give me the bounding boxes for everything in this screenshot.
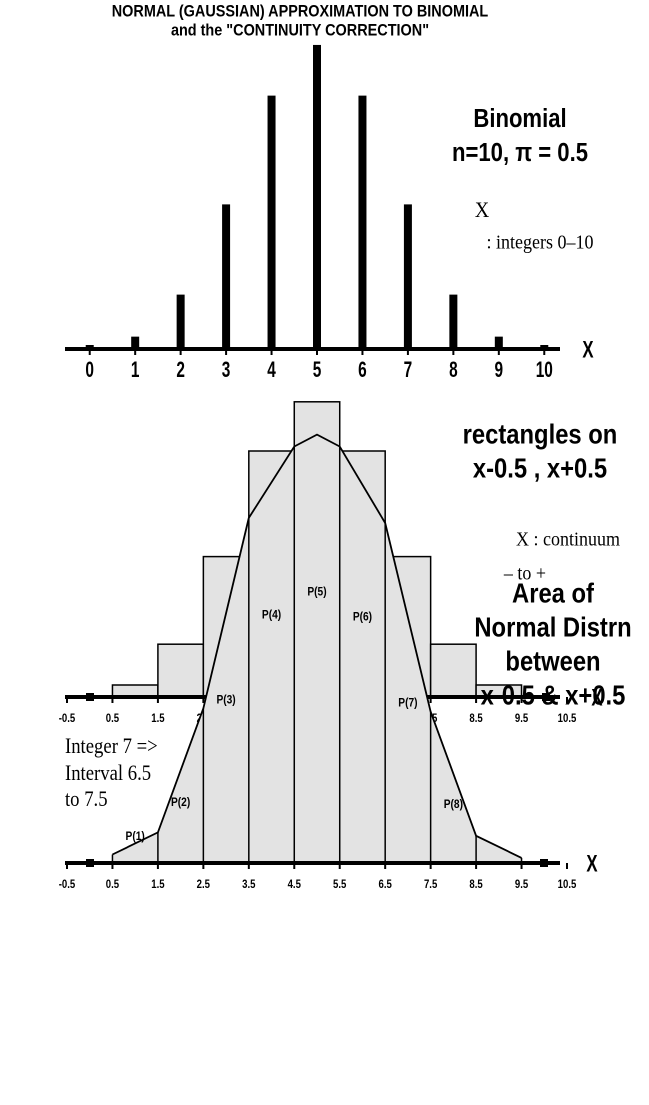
x-tick-label: 6 <box>358 358 367 382</box>
interval-label: P(8) <box>444 798 464 811</box>
x-tick-label: 9 <box>495 358 504 382</box>
x-tick-label: 9.5 <box>515 878 528 891</box>
interval-label: P(1) <box>126 830 146 843</box>
note: Integer 7 => <box>65 735 158 759</box>
bar <box>222 204 231 349</box>
x-tick-label: 3.5 <box>242 878 255 891</box>
annotation: : integers 0–10 <box>487 232 594 254</box>
annotation: x-0.5 , x+0.5 <box>473 452 607 484</box>
x-tick-label: 10.5 <box>558 712 577 725</box>
bar <box>267 95 276 350</box>
x-tick-label: 1.5 <box>151 712 164 725</box>
x-tick-label: 0 <box>85 358 94 382</box>
curve <box>112 433 522 859</box>
annotation: Area of <box>512 577 594 609</box>
bar <box>131 336 140 349</box>
bar <box>449 294 458 349</box>
annotation: rectangles on <box>463 418 618 450</box>
x-tick-label: 1 <box>131 358 140 382</box>
x-tick-label: -0.5 <box>59 712 76 725</box>
x-tick-label: 8.5 <box>469 878 482 891</box>
annotation: – to + <box>503 563 546 585</box>
x-axis-label: X <box>582 336 593 363</box>
x-tick-label: 7.5 <box>424 878 437 891</box>
x-tick-label: 8.5 <box>469 712 482 725</box>
x-tick-label: 3 <box>222 358 231 382</box>
title-line: and the "CONTINUITY CORRECTION" <box>171 21 429 39</box>
note: Interval 6.5 <box>65 762 151 786</box>
annotation: Normal Distrn <box>474 611 631 643</box>
bar <box>494 336 503 349</box>
x-tick-label: -0.5 <box>59 878 76 891</box>
x-axis-label: X <box>591 684 602 711</box>
interval-label: P(5) <box>307 586 327 599</box>
x-tick-label: 4.5 <box>288 878 301 891</box>
x-tick-label: 0.5 <box>106 878 119 891</box>
x-tick-label: 6.5 <box>379 878 392 891</box>
annotation: Binomial <box>473 104 566 133</box>
annotation: X : continuum <box>516 529 620 551</box>
bar <box>313 44 321 349</box>
annotation: x-0.5 & x+0.5 <box>481 679 626 711</box>
x-axis-label: X <box>586 850 597 877</box>
x-tick-label: 7 <box>404 358 413 382</box>
x-tick-label: 8 <box>449 358 458 382</box>
title-line: NORMAL (GAUSSIAN) APPROXIMATION TO BINOM… <box>112 2 489 20</box>
x-tick-label: 4 <box>267 358 276 382</box>
x-tick-label: 5 <box>313 358 322 382</box>
annotation: X <box>475 197 489 222</box>
x-tick-label: 5.5 <box>333 878 346 891</box>
x-tick-label: 10 <box>536 358 553 382</box>
x-tick-label: 2.5 <box>197 878 210 891</box>
bar <box>403 204 412 349</box>
interval-label: P(2) <box>171 796 191 809</box>
x-tick-label: 9.5 <box>515 712 528 725</box>
area-fill <box>112 434 522 863</box>
note: to 7.5 <box>65 788 108 812</box>
histogram-bar <box>157 643 205 698</box>
annotation: n=10, π = 0.5 <box>452 138 588 167</box>
bar <box>176 294 185 349</box>
annotation: between <box>505 645 600 677</box>
bar <box>358 95 367 350</box>
x-tick-label: 2 <box>176 358 185 382</box>
interval-label: P(4) <box>262 609 282 622</box>
x-tick-label: 1.5 <box>151 878 164 891</box>
x-tick-label: 0.5 <box>106 712 119 725</box>
interval-label: P(7) <box>398 697 418 710</box>
histogram-bar <box>429 643 477 698</box>
interval-label: P(3) <box>216 694 236 707</box>
interval-label: P(6) <box>353 611 373 624</box>
x-tick-label: 10.5 <box>558 878 577 891</box>
